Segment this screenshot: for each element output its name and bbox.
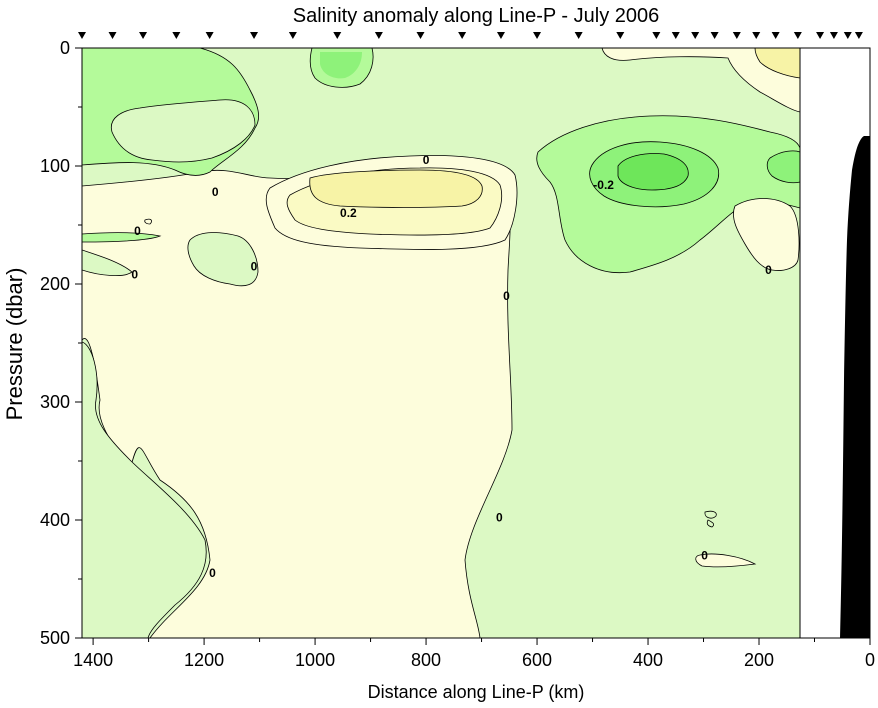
station-marker: [854, 32, 863, 39]
y-tick-label: 400: [40, 510, 70, 530]
station-marker: [288, 32, 297, 39]
station-marker: [333, 32, 342, 39]
station-marker: [710, 32, 719, 39]
x-tick-label: 200: [744, 650, 774, 670]
contour-label: 0: [765, 263, 772, 277]
contour-label: 0: [496, 511, 503, 525]
y-axis: 0 100 200 300 400 500: [40, 38, 82, 648]
station-marker: [671, 32, 680, 39]
x-tick-label: 400: [633, 650, 663, 670]
station-marker: [139, 32, 148, 39]
y-axis-label: Pressure (dbar): [2, 268, 27, 421]
bathymetry: [840, 136, 870, 638]
field-negative-west-small: [82, 232, 162, 243]
field-contour-west-small: [144, 218, 153, 225]
station-marker: [172, 32, 181, 39]
x-tick-label: 1200: [184, 650, 224, 670]
station-marker: [616, 32, 625, 39]
station-marker: [771, 32, 780, 39]
y-tick-label: 0: [60, 38, 70, 58]
station-marker: [843, 32, 852, 39]
field-positive-east-deep: [695, 553, 757, 568]
station-marker: [458, 32, 467, 39]
station-marker: [829, 32, 838, 39]
contour-label: -0.2: [593, 178, 614, 192]
field-negative-west-lobe: [82, 341, 207, 638]
x-tick-label: 1400: [73, 650, 113, 670]
contour-label: 0: [212, 185, 219, 199]
contour-label: 0: [251, 259, 258, 273]
field-contour-west-mid: [187, 232, 259, 287]
contour-label: 0: [134, 224, 141, 238]
station-markers: [78, 32, 863, 39]
contour-label: 0: [503, 289, 510, 303]
x-axis-label: Distance along Line-P (km): [368, 682, 585, 702]
station-marker: [78, 32, 86, 39]
chart-title: Salinity anomaly along Line-P - July 200…: [293, 5, 660, 27]
station-marker: [416, 32, 425, 39]
station-marker: [108, 32, 117, 39]
x-tick-label: 800: [411, 650, 441, 670]
y-tick-label: 300: [40, 392, 70, 412]
contour-label: 0: [423, 153, 430, 167]
station-marker: [732, 32, 741, 39]
x-axis: 1400 1200 1000 800 600 400 200 0: [73, 638, 875, 670]
y-tick-label: 500: [40, 628, 70, 648]
contour-label: 0: [701, 548, 708, 562]
station-marker: [205, 32, 214, 39]
contour-label: 0: [209, 566, 216, 580]
field-negative-east-edge: [766, 150, 801, 184]
station-marker: [691, 32, 700, 39]
field-positive-east-subsurface: [733, 198, 800, 271]
station-marker: [752, 32, 761, 39]
station-marker: [250, 32, 259, 39]
station-marker: [816, 32, 825, 39]
field-negative-top-center-core: [320, 52, 362, 79]
field-negative-east-core: [617, 153, 689, 191]
y-tick-label: 100: [40, 156, 70, 176]
x-tick-label: 1000: [295, 650, 335, 670]
plot-area: [82, 48, 870, 638]
station-marker: [793, 32, 802, 39]
x-tick-label: 600: [522, 650, 552, 670]
field-positive-lens-core: [309, 169, 483, 208]
contour-label: 0.2: [340, 206, 357, 220]
field-contour-west-edge: [82, 249, 133, 276]
field-negative-upper-inner: [110, 99, 256, 163]
field-contour-east-deep-small: [704, 510, 717, 528]
field-positive-top-east-core: [754, 48, 801, 79]
station-marker: [533, 32, 542, 39]
field-positive-top-east: [601, 48, 801, 113]
contour-label: 0: [131, 268, 138, 282]
y-tick-label: 200: [40, 274, 70, 294]
station-marker: [574, 32, 583, 39]
station-marker: [374, 32, 383, 39]
station-marker: [652, 32, 661, 39]
contour-labels: 0 0 0 0 0 0.2 -0.2 0 0 0 0 0: [131, 153, 772, 580]
x-tick-label: 0: [865, 650, 875, 670]
station-marker: [496, 32, 505, 39]
